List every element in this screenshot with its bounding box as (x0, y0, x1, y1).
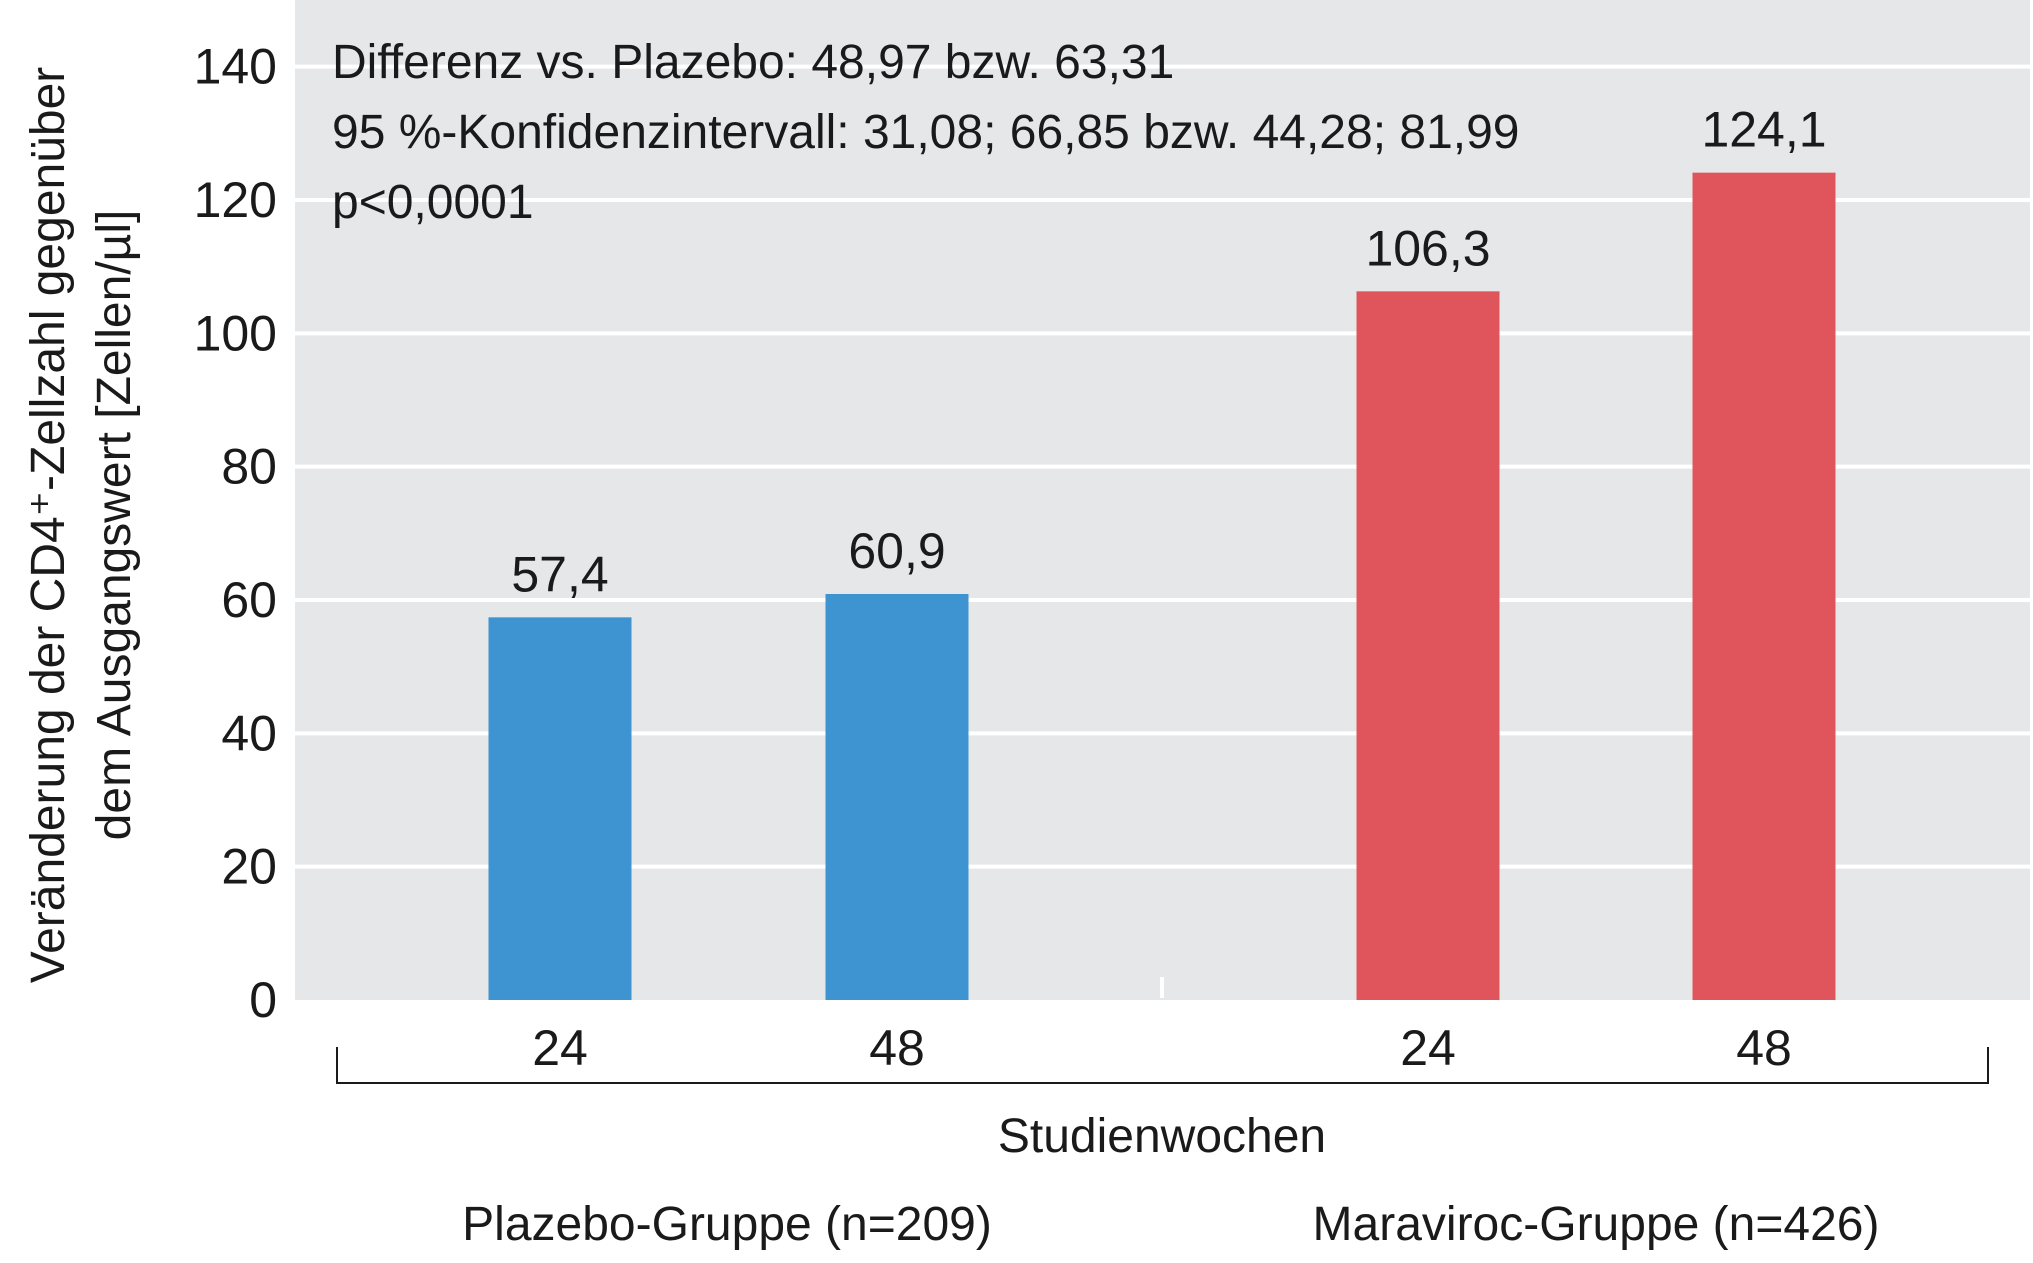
annotation-line: 95 %-Konfidenzintervall: 31,08; 66,85 bz… (332, 106, 1519, 159)
y-axis-title: Veränderung der CD4⁺-Zellzahl gegenüber (22, 67, 75, 984)
y-tick-label: 20 (221, 839, 277, 895)
x-tick-label: 24 (532, 1020, 588, 1076)
data-label: 106,3 (1365, 220, 1490, 276)
data-label: 57,4 (511, 546, 608, 602)
y-tick-label: 80 (221, 439, 277, 495)
x-axis-bracket (336, 1047, 1989, 1084)
x-tick-label: 48 (1736, 1020, 1792, 1076)
group-label: Maraviroc-Gruppe (n=426) (1313, 1198, 1880, 1251)
group-label: Plazebo-Gruppe (n=209) (462, 1198, 992, 1251)
bar (1692, 172, 1836, 1000)
y-axis-title: dem Ausgangswert [Zellen/µl] (88, 210, 141, 841)
annotation-line: p<0,0001 (332, 176, 534, 229)
bar (1356, 291, 1500, 1000)
bar (488, 617, 632, 1000)
bar (825, 594, 969, 1000)
y-tick-label: 140 (194, 39, 277, 95)
y-tick-label: 120 (194, 172, 277, 228)
annotation-line: Differenz vs. Plazebo: 48,97 bzw. 63,31 (332, 36, 1174, 89)
data-label: 124,1 (1701, 102, 1826, 158)
x-tick-label: 24 (1400, 1020, 1456, 1076)
x-axis-title: Studienwochen (998, 1110, 1326, 1163)
y-tick-label: 0 (249, 972, 277, 1028)
x-tick-label: 48 (869, 1020, 925, 1076)
y-tick-label: 60 (221, 572, 277, 628)
y-tick-label: 40 (221, 705, 277, 761)
y-tick-label: 100 (194, 305, 277, 361)
data-label: 60,9 (848, 523, 945, 579)
